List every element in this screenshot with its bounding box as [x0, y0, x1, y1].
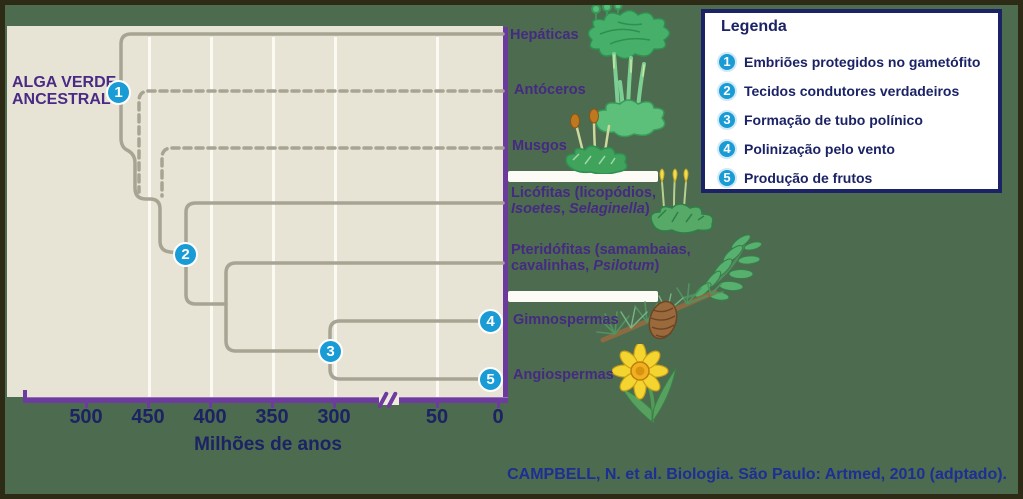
- plot-right-border: [503, 27, 508, 402]
- event-node-4: 4: [478, 309, 503, 334]
- taxon-hepaticas: Hepáticas: [510, 27, 579, 43]
- taxon-gimnospermas: Gimnospermas: [513, 312, 619, 328]
- legend-item: 4 Polinização pelo vento: [717, 134, 995, 163]
- ancestor-label-line1: ALGA VERDE: [12, 74, 117, 91]
- ancestor-label: ALGA VERDE ANCESTRAL: [12, 74, 116, 108]
- event-node-5: 5: [478, 367, 503, 392]
- taxon-pteridofitas-line1: Pteridófitas (samambaias,: [511, 242, 691, 258]
- taxon-licofitas: Licófitas (licopódios, Isoetes, Selagine…: [511, 185, 657, 217]
- legend-item-label: Tecidos condutores verdadeiros: [744, 82, 960, 99]
- taxon-angiospermas: Angiospermas: [513, 367, 614, 383]
- legend-item-label: Produção de frutos: [744, 169, 873, 186]
- event-node-3: 3: [318, 339, 343, 364]
- legend-items: 1 Embriões protegidos no gametófito 2 Te…: [717, 47, 995, 192]
- citation-text: CAMPBELL, N. et al. Biologia. São Paulo:…: [507, 466, 1007, 483]
- axis-left-end: [23, 390, 27, 398]
- axis-tick: [271, 402, 274, 408]
- axis-tick: [209, 402, 212, 408]
- legend-number-badge: 1: [717, 51, 737, 72]
- taxon-musgos: Musgos: [512, 138, 567, 154]
- axis-tick: [436, 402, 439, 408]
- axis-tick: [497, 402, 500, 408]
- event-node-1: 1: [106, 80, 131, 105]
- daffodil-illustration: [612, 344, 677, 424]
- taxon-pteridofitas: Pteridófitas (samambaias, cavalinhas, Ps…: [511, 242, 691, 274]
- legend-item-label: Formação de tubo polínico: [744, 111, 923, 128]
- taxon-licofitas-line2: Isoetes, Selaginella): [511, 200, 650, 217]
- axis-tick-label: 350: [255, 406, 289, 428]
- event-node-2: 2: [173, 242, 198, 267]
- axis-tick: [147, 402, 150, 408]
- gridline-50: [436, 37, 439, 397]
- ancestor-label-line2: ANCESTRAL: [12, 91, 111, 108]
- axis-tick-label: 400: [193, 406, 227, 428]
- axis-title: Milhões de anos: [194, 434, 342, 455]
- label-mask-bar: [508, 171, 658, 182]
- gridline-450: [148, 37, 151, 397]
- gridline-350: [272, 37, 275, 397]
- legend-item-label: Polinização pelo vento: [744, 140, 895, 157]
- pine-branch-cone-illustration: [596, 282, 724, 343]
- axis-tick-label: 50: [425, 406, 449, 428]
- legend-number-badge: 5: [717, 167, 737, 188]
- axis-tick-label: 500: [69, 406, 103, 428]
- gridline-400: [210, 37, 213, 397]
- axis-tick-label: 450: [131, 406, 165, 428]
- axis-tick-label: 300: [317, 406, 351, 428]
- legend-number-badge: 4: [717, 138, 737, 159]
- axis-tick: [333, 402, 336, 408]
- legend-number-badge: 2: [717, 80, 737, 101]
- label-mask-bar: [508, 291, 658, 302]
- hornwort-illustration: [594, 52, 666, 138]
- axis-tick-label: 0: [492, 406, 504, 428]
- taxon-pteridofitas-line2: cavalinhas, Psilotum): [511, 257, 660, 274]
- legend-item: 3 Formação de tubo polínico: [717, 105, 995, 134]
- legend-title: Legenda: [721, 18, 787, 35]
- taxon-antoceros: Antóceros: [514, 82, 586, 98]
- legend-item-label: Embriões protegidos no gametófito: [744, 53, 981, 70]
- legend-item: 2 Tecidos condutores verdadeiros: [717, 76, 995, 105]
- time-axis-line: [23, 397, 508, 403]
- taxon-licofitas-line1: Licófitas (licopódios,: [511, 185, 657, 201]
- legend-item: 1 Embriões protegidos no gametófito: [717, 47, 995, 76]
- legend-number-badge: 3: [717, 109, 737, 130]
- axis-tick: [85, 402, 88, 408]
- legend-box: Legenda 1 Embriões protegidos no gametóf…: [701, 9, 1002, 193]
- legend-item: 5 Produção de frutos: [717, 163, 995, 192]
- lycophyte-illustration: [650, 168, 714, 234]
- moss-illustration: [565, 108, 628, 174]
